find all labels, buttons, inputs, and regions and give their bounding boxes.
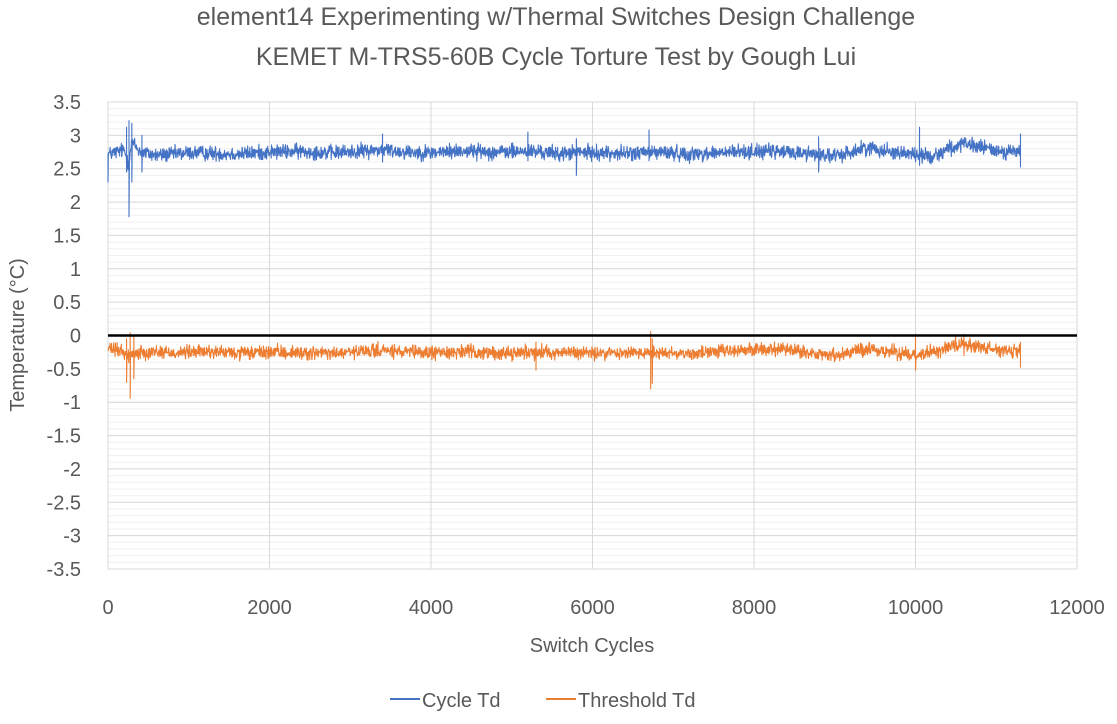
y-tick-label: 2.5 [53,159,81,181]
legend-label: Cycle Td [422,690,501,712]
x-tick-label: 8000 [732,597,777,619]
y-tick-label: -1.5 [47,426,81,448]
x-tick-label: 6000 [570,597,615,619]
y-tick-label: 0.5 [53,292,81,314]
y-tick-label: -2.5 [47,492,81,514]
y-tick-label: 1 [70,259,81,281]
y-tick-label: 1.5 [53,225,81,247]
y-tick-label: -0.5 [47,359,81,381]
y-tick-label: 3.5 [53,92,81,114]
y-tick-label: 2 [70,192,81,214]
legend-label: Threshold Td [578,690,695,712]
x-axis-label: Switch Cycles [530,635,654,657]
y-tick-label: -2 [63,459,81,481]
y-axis-label: Temperature (°C) [7,258,29,412]
x-tick-label: 4000 [409,597,454,619]
x-tick-label: 0 [102,597,113,619]
x-tick-label: 12000 [1049,597,1105,619]
y-tick-label: -3 [63,526,81,548]
x-axis-tick-labels: 0 2000 4000 6000 8000 10000 12000 [102,597,1104,619]
y-tick-label: 3 [70,125,81,147]
legend: Cycle Td Threshold Td [390,690,695,712]
y-tick-label: -3.5 [47,559,81,581]
series-layer [107,120,1022,399]
y-axis-tick-labels: 3.5 3 2.5 2 1.5 1 0.5 0 -0.5 -1 -1.5 -2 -2.5 -3 -3.5 [47,92,81,581]
x-tick-label: 10000 [888,597,944,619]
chart-title: element14 Experimenting w/Thermal Switch… [197,3,915,31]
chart-subtitle: KEMET M-TRS5-60B Cycle Torture Test by G… [256,43,856,71]
y-tick-label: 0 [70,326,81,348]
y-tick-label: -1 [63,392,81,414]
series-line-cycle-td [107,120,1022,218]
x-tick-label: 2000 [247,597,292,619]
series-line-threshold-td [107,330,1022,399]
